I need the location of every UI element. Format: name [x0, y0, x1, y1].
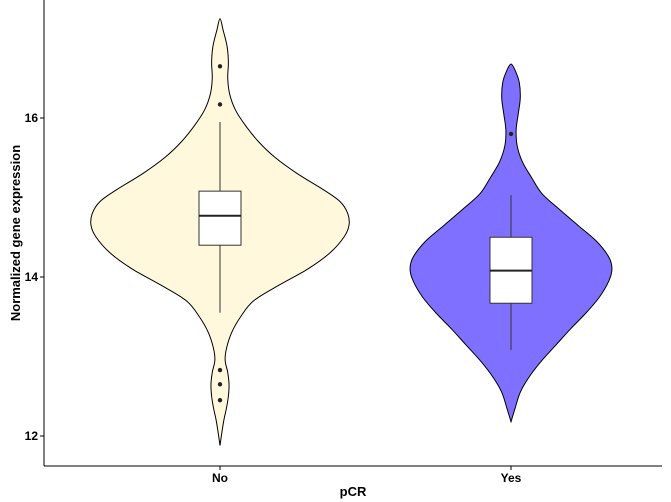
- violin-layer: [90, 18, 613, 446]
- outlier-point: [508, 131, 514, 137]
- outlier-point: [217, 382, 223, 387]
- x-tick-label: Yes: [501, 471, 522, 485]
- y-tick-label: 14: [25, 270, 39, 284]
- outlier-point: [217, 367, 223, 373]
- y-axis-ticks: 12 14 16: [25, 111, 44, 443]
- outlier-point: [217, 398, 223, 403]
- y-tick-label: 12: [25, 429, 39, 443]
- outlier-point: [217, 64, 223, 69]
- x-axis-ticks: No Yes: [212, 466, 522, 485]
- violin-group-no: [90, 18, 350, 446]
- x-axis-title: pCR: [340, 484, 367, 499]
- x-tick-label: No: [212, 471, 228, 485]
- box-iqr: [198, 190, 242, 246]
- outlier-point: [217, 102, 223, 107]
- y-axis-title: Normalized gene expression: [8, 145, 23, 321]
- violin-group-yes: [409, 63, 613, 424]
- y-tick-label: 16: [25, 111, 39, 125]
